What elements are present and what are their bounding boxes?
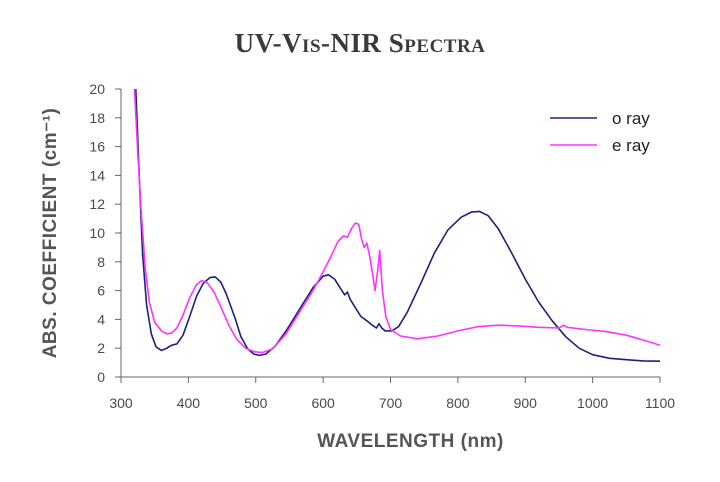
x-tick-label: 800 bbox=[446, 395, 470, 411]
y-tick-label: 0 bbox=[97, 369, 105, 385]
legend-label-e-ray: e ray bbox=[612, 136, 650, 155]
series-line-e-ray bbox=[133, 89, 660, 354]
legend: o ray e ray bbox=[550, 109, 650, 155]
x-tick-label: 700 bbox=[379, 395, 403, 411]
y-tick-label: 10 bbox=[89, 225, 105, 241]
y-tick-label: 20 bbox=[89, 81, 105, 97]
x-tick-label: 600 bbox=[311, 395, 335, 411]
x-tick-label: 1100 bbox=[645, 395, 675, 411]
y-tick-label: 4 bbox=[97, 311, 105, 327]
y-tick-label: 16 bbox=[89, 139, 105, 155]
x-tick-label: 300 bbox=[109, 395, 133, 411]
x-tick-label: 900 bbox=[514, 395, 538, 411]
y-tick-label: 18 bbox=[89, 110, 105, 126]
x-axis-title: WAVELENGTH (nm) bbox=[317, 431, 504, 452]
axes bbox=[120, 89, 660, 378]
y-axis-title: ABS. COEFFICIENT (cm⁻¹) bbox=[40, 108, 61, 359]
y-tick-label: 6 bbox=[97, 283, 105, 299]
y-tick-label: 12 bbox=[89, 196, 105, 212]
x-tick-label: 400 bbox=[177, 395, 201, 411]
chart-title: UV-Vis-NIR Spectra bbox=[234, 28, 486, 58]
y-tick-label: 14 bbox=[89, 167, 105, 183]
x-tick-label: 1000 bbox=[577, 395, 608, 411]
series-line-o-ray bbox=[135, 89, 660, 362]
x-tick-label: 500 bbox=[244, 395, 268, 411]
y-tick-label: 2 bbox=[97, 340, 105, 356]
y-ticks: 0 2 4 6 8 10 12 14 16 18 20 bbox=[89, 81, 121, 385]
legend-label-o-ray: o ray bbox=[612, 109, 650, 128]
series-layer bbox=[133, 89, 660, 362]
x-ticks: 300 400 500 600 700 800 900 1000 1100 bbox=[109, 377, 675, 411]
y-tick-label: 8 bbox=[97, 254, 105, 270]
